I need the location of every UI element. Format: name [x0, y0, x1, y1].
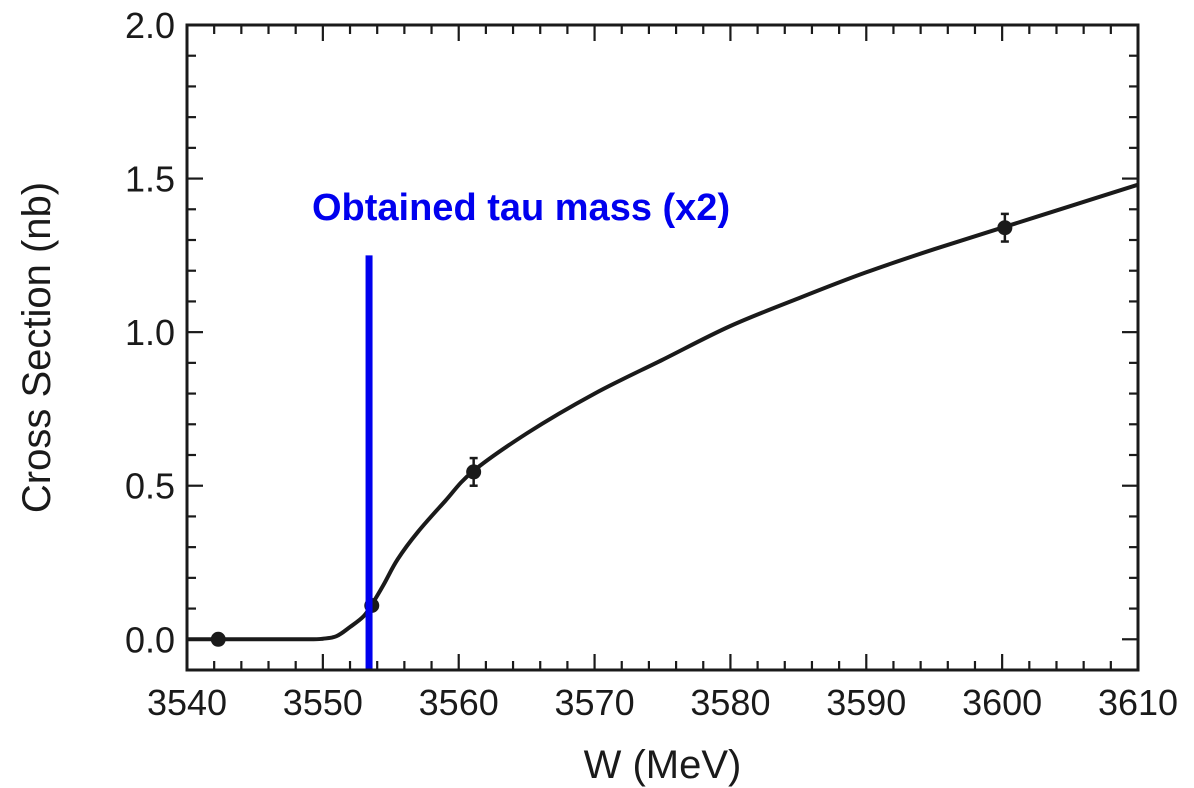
y-tick-label: 1.0	[125, 312, 175, 353]
plot-frame	[185, 23, 1140, 672]
data-point	[997, 220, 1013, 236]
x-tick-label: 3560	[419, 682, 499, 723]
y-tick-label: 0.0	[125, 619, 175, 660]
x-tick-label: 3570	[555, 682, 635, 723]
x-tick-label: 3600	[962, 682, 1042, 723]
y-tick-label: 0.5	[125, 466, 175, 507]
y-tick-label: 2.0	[125, 5, 175, 46]
axis-ticks	[185, 23, 1140, 672]
x-tick-label: 3540	[147, 682, 227, 723]
y-axis-title: Cross Section (nb)	[15, 182, 59, 513]
fit-curve	[186, 182, 1139, 642]
x-axis-title: W (MeV)	[584, 743, 742, 787]
tau-mass-annotation: Obtained tau mass (x2)	[312, 187, 730, 229]
y-tick-label: 1.5	[125, 159, 175, 200]
x-tick-label: 3590	[826, 682, 906, 723]
fit-curve-layer	[186, 182, 1139, 642]
data-points-layer	[210, 212, 1013, 647]
data-point	[210, 631, 226, 647]
x-tick-label: 3580	[690, 682, 770, 723]
tick-labels: 3540 3550 3560 3570 3580 3590 3600 3610 0.0 0.5 1.…	[125, 5, 1178, 723]
data-point	[466, 464, 482, 480]
x-tick-label: 3610	[1098, 682, 1178, 723]
x-tick-label: 3550	[283, 682, 363, 723]
